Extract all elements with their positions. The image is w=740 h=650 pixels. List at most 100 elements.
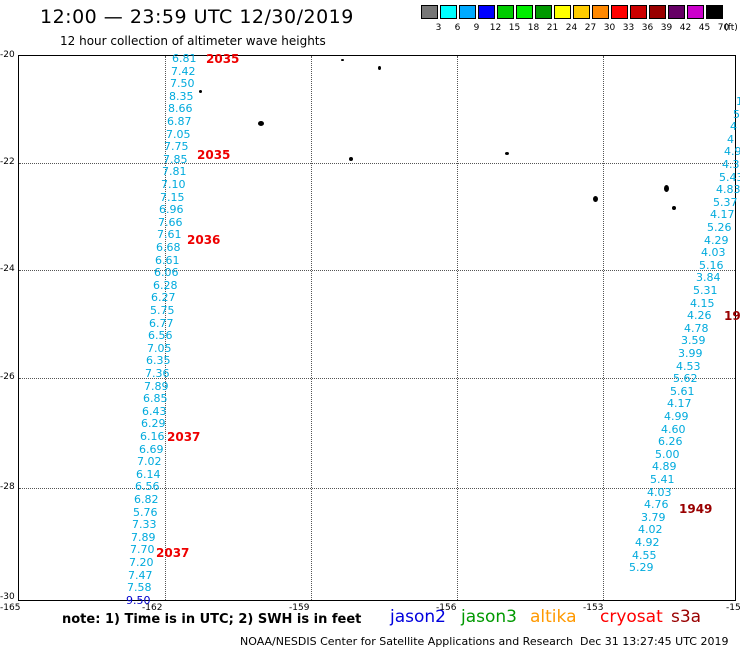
swh-value: 4.02 xyxy=(638,523,663,536)
longitude-gridline xyxy=(311,56,312,600)
color-scale-label: 45 xyxy=(698,23,711,33)
satellite-legend-item: s3a xyxy=(671,607,702,627)
island-marker xyxy=(258,121,264,126)
swh-value: 4.60 xyxy=(661,423,686,436)
longitude-gridline xyxy=(457,56,458,600)
pass-time-label: 19 xyxy=(724,309,740,323)
latitude-gridline xyxy=(19,163,735,164)
swh-value: 6.81 xyxy=(172,52,197,65)
swh-value: 5.16 xyxy=(699,259,724,272)
color-swatch xyxy=(592,5,609,19)
swh-value: 7.47 xyxy=(128,569,153,582)
swh-value: 6.06 xyxy=(154,266,179,279)
swh-value: 5.00 xyxy=(655,448,680,461)
swh-value: 4.03 xyxy=(701,246,726,259)
color-scale-label: 39 xyxy=(660,23,673,33)
satellite-legend-item: cryosat xyxy=(600,607,663,627)
swh-value: 4.17 xyxy=(710,208,735,221)
color-scale-label: 24 xyxy=(565,23,578,33)
swh-value: 6.85 xyxy=(143,392,168,405)
color-swatch xyxy=(706,5,723,19)
swh-value: 7.70 xyxy=(130,543,155,556)
island-marker xyxy=(199,90,202,93)
swh-value: 6.28 xyxy=(153,279,178,292)
color-scale-label: 6 xyxy=(454,23,461,33)
swh-value: 4.53 xyxy=(676,360,701,373)
swh-value: 1 xyxy=(736,95,740,108)
swh-value: 3.79 xyxy=(641,511,666,524)
swh-value: 6.87 xyxy=(167,115,192,128)
swh-value: 6.16 xyxy=(140,430,165,443)
swh-value: 6.29 xyxy=(141,417,166,430)
generated-timestamp: Dec 31 13:27:45 UTC 2019 xyxy=(580,635,729,648)
swh-value: 3.84 xyxy=(696,271,721,284)
latitude-label: -20 xyxy=(0,50,15,60)
swh-value: 6.43 xyxy=(142,405,167,418)
island-marker xyxy=(664,185,669,192)
swh-value: 4.26 xyxy=(687,309,712,322)
swh-value: 4.89 xyxy=(652,460,677,473)
color-scale-label: 70 xyxy=(717,23,730,33)
longitude-label: -150 xyxy=(726,603,740,613)
swh-value: 7.20 xyxy=(129,556,154,569)
satellite-legend-item: jason3 xyxy=(461,607,517,627)
color-scale-label: 21 xyxy=(546,23,559,33)
swh-value: 6.68 xyxy=(156,241,181,254)
swh-value: 3.59 xyxy=(681,334,706,347)
latitude-label: -22 xyxy=(0,157,15,167)
pass-time-label: 2037 xyxy=(167,430,201,444)
swh-value: 6.56 xyxy=(135,480,160,493)
swh-value: 4.15 xyxy=(690,297,715,310)
latitude-label: -26 xyxy=(0,372,15,382)
swh-value: 7.50 xyxy=(170,77,195,90)
units-note: note: 1) Time is in UTC; 2) SWH is in fe… xyxy=(62,612,362,627)
color-swatch xyxy=(459,5,476,19)
island-marker xyxy=(378,66,381,70)
color-scale-label: 33 xyxy=(622,23,635,33)
swh-value: 7.89 xyxy=(131,531,156,544)
swh-value: 7.89 xyxy=(144,380,169,393)
swh-value: 7.05 xyxy=(147,342,172,355)
swh-value: 5.43 xyxy=(719,171,740,184)
swh-value: 4.83 xyxy=(716,183,740,196)
swh-value: 6.56 xyxy=(148,329,173,342)
swh-value: 4.55 xyxy=(632,549,657,562)
longitude-label: -162 xyxy=(142,603,163,613)
swh-value: 6.14 xyxy=(136,468,161,481)
color-swatch xyxy=(516,5,533,19)
swh-value: 6.27 xyxy=(151,291,176,304)
color-swatch xyxy=(554,5,571,19)
swh-value: 6.61 xyxy=(155,254,180,267)
swh-value: 6.26 xyxy=(658,435,683,448)
island-marker xyxy=(593,196,598,202)
pass-time-label: 2036 xyxy=(187,233,221,247)
color-swatch xyxy=(649,5,666,19)
swh-value: 7.61 xyxy=(157,228,182,241)
latitude-gridline xyxy=(19,378,735,379)
swh-value: 6.96 xyxy=(159,203,184,216)
swh-value: 3.99 xyxy=(678,347,703,360)
color-scale-label: 12 xyxy=(489,23,502,33)
color-swatch xyxy=(668,5,685,19)
map-frame xyxy=(18,55,736,601)
longitude-gridline xyxy=(603,56,604,600)
map-subtitle: 12 hour collection of altimeter wave hei… xyxy=(60,34,326,48)
longitude-gridline xyxy=(165,56,166,600)
color-scale-unit: (ft) xyxy=(724,23,738,33)
color-swatch xyxy=(440,5,457,19)
swh-value: 4.99 xyxy=(664,410,689,423)
color-swatch xyxy=(421,5,438,19)
color-scale-label: 18 xyxy=(527,23,540,33)
longitude-label: -165 xyxy=(0,603,21,613)
longitude-label: -153 xyxy=(583,603,604,613)
color-scale-label: 27 xyxy=(584,23,597,33)
swh-value: 7.15 xyxy=(160,191,185,204)
credit-text: NOAA/NESDIS Center for Satellite Applica… xyxy=(240,635,574,648)
swh-value: 7.42 xyxy=(171,65,196,78)
swh-value: 5 xyxy=(733,108,740,121)
swh-value: 4.9 xyxy=(724,145,740,158)
pass-time-label: 2035 xyxy=(206,52,240,66)
color-scale-label: 30 xyxy=(603,23,616,33)
swh-value: 4 xyxy=(727,133,734,146)
